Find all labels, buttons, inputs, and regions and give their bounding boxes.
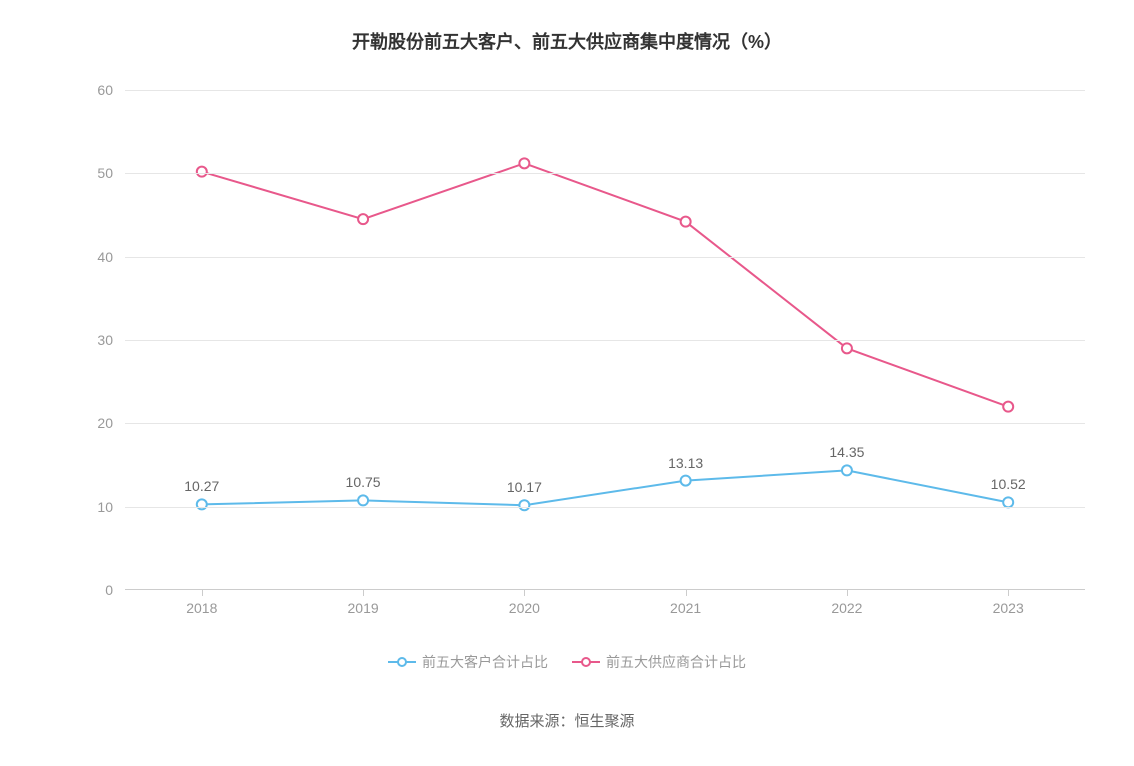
data-source: 数据来源：恒生聚源	[0, 710, 1134, 731]
series-marker	[197, 499, 207, 509]
x-tick-label: 2019	[348, 600, 379, 616]
legend-line-icon	[572, 661, 600, 663]
series-marker	[681, 217, 691, 227]
y-tick-label: 40	[97, 249, 113, 265]
series-marker	[842, 343, 852, 353]
x-tick	[202, 590, 203, 596]
chart-container: 开勒股份前五大客户、前五大供应商集中度情况（%） 010203040506020…	[0, 0, 1134, 766]
legend-label: 前五大供应商合计占比	[606, 652, 746, 672]
series-marker	[1003, 402, 1013, 412]
grid-line	[125, 507, 1085, 508]
x-tick	[1008, 590, 1009, 596]
grid-line	[125, 90, 1085, 91]
legend-label: 前五大客户合计占比	[422, 652, 548, 672]
y-tick-label: 20	[97, 415, 113, 431]
y-tick-label: 30	[97, 332, 113, 348]
grid-line	[125, 173, 1085, 174]
x-tick-label: 2018	[186, 600, 217, 616]
series-marker	[358, 495, 368, 505]
data-label: 14.35	[829, 444, 864, 460]
series-marker	[681, 476, 691, 486]
data-label: 10.52	[991, 476, 1026, 492]
series-line	[202, 163, 1008, 406]
x-tick-label: 2022	[831, 600, 862, 616]
data-label: 10.27	[184, 478, 219, 494]
series-marker	[519, 500, 529, 510]
x-tick	[847, 590, 848, 596]
y-tick-label: 0	[105, 582, 113, 598]
x-tick	[686, 590, 687, 596]
plot-area: 010203040506020182019202020212022202310.…	[125, 90, 1085, 590]
legend-item: 前五大供应商合计占比	[572, 652, 746, 672]
legend-item: 前五大客户合计占比	[388, 652, 548, 672]
y-tick-label: 60	[97, 82, 113, 98]
legend: 前五大客户合计占比 前五大供应商合计占比	[0, 650, 1134, 672]
grid-line	[125, 423, 1085, 424]
y-tick-label: 10	[97, 499, 113, 515]
series-marker	[519, 158, 529, 168]
y-tick-label: 50	[97, 165, 113, 181]
data-label: 10.75	[346, 474, 381, 490]
x-tick-label: 2020	[509, 600, 540, 616]
series-marker	[358, 214, 368, 224]
legend-marker-icon	[397, 657, 407, 667]
x-tick-label: 2021	[670, 600, 701, 616]
data-label: 10.17	[507, 479, 542, 495]
x-tick-label: 2023	[993, 600, 1024, 616]
grid-line	[125, 340, 1085, 341]
chart-title: 开勒股份前五大客户、前五大供应商集中度情况（%）	[0, 0, 1134, 54]
data-label: 13.13	[668, 455, 703, 471]
series-marker	[197, 167, 207, 177]
legend-line-icon	[388, 661, 416, 663]
legend-marker-icon	[581, 657, 591, 667]
series-line	[202, 470, 1008, 505]
series-marker	[842, 465, 852, 475]
x-tick	[363, 590, 364, 596]
x-tick	[524, 590, 525, 596]
grid-line	[125, 257, 1085, 258]
